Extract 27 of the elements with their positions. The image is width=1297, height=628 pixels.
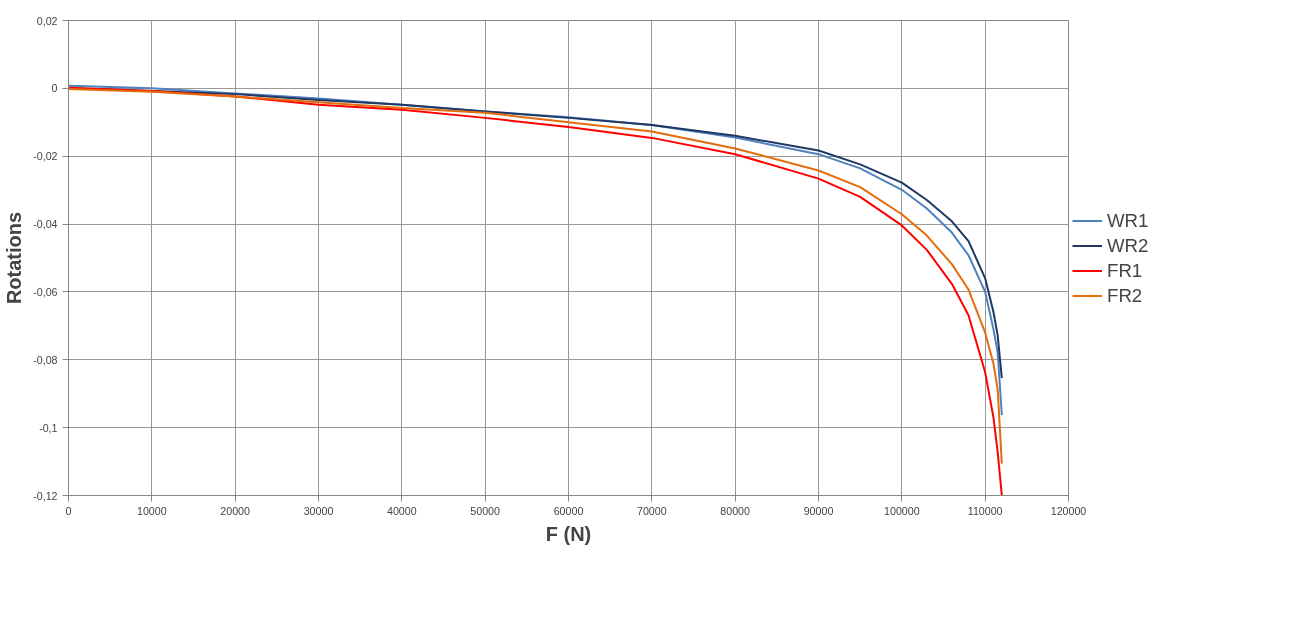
y-axis-title: Rotations [3,211,26,305]
legend-label: FR2 [1107,284,1143,306]
x-tick-label: 70000 [637,504,667,517]
y-tick-label: -0,04 [33,218,58,231]
x-tick-label: 20000 [220,504,251,517]
y-tick-label: 0 [51,82,58,95]
x-tick-label: 10000 [137,504,167,517]
y-tick-label: -0,06 [33,285,58,298]
x-tick-label: 40000 [387,504,417,517]
y-tick-label: -0,08 [33,353,58,366]
y-tick-label: -0,1 [39,421,58,434]
x-tick-label: 100000 [884,504,920,517]
x-tick-label: 30000 [303,504,334,517]
x-tick-label: 50000 [470,504,501,517]
legend-label: WR1 [1107,209,1149,231]
x-tick-label: 120000 [1050,504,1087,517]
x-tick-label: 110000 [967,504,1003,517]
x-axis-title: F (N) [545,522,592,545]
y-tick-label: 0,02 [36,14,58,27]
legend-label: FR1 [1107,259,1143,281]
x-tick-label: 80000 [720,504,751,517]
legend-label: WR2 [1107,234,1149,256]
x-tick-label: 90000 [803,504,834,517]
x-tick-label: 0 [65,504,72,517]
y-tick-label: -0,12 [33,489,58,502]
y-tick-label: -0,02 [33,150,58,163]
x-tick-label: 60000 [553,504,584,517]
